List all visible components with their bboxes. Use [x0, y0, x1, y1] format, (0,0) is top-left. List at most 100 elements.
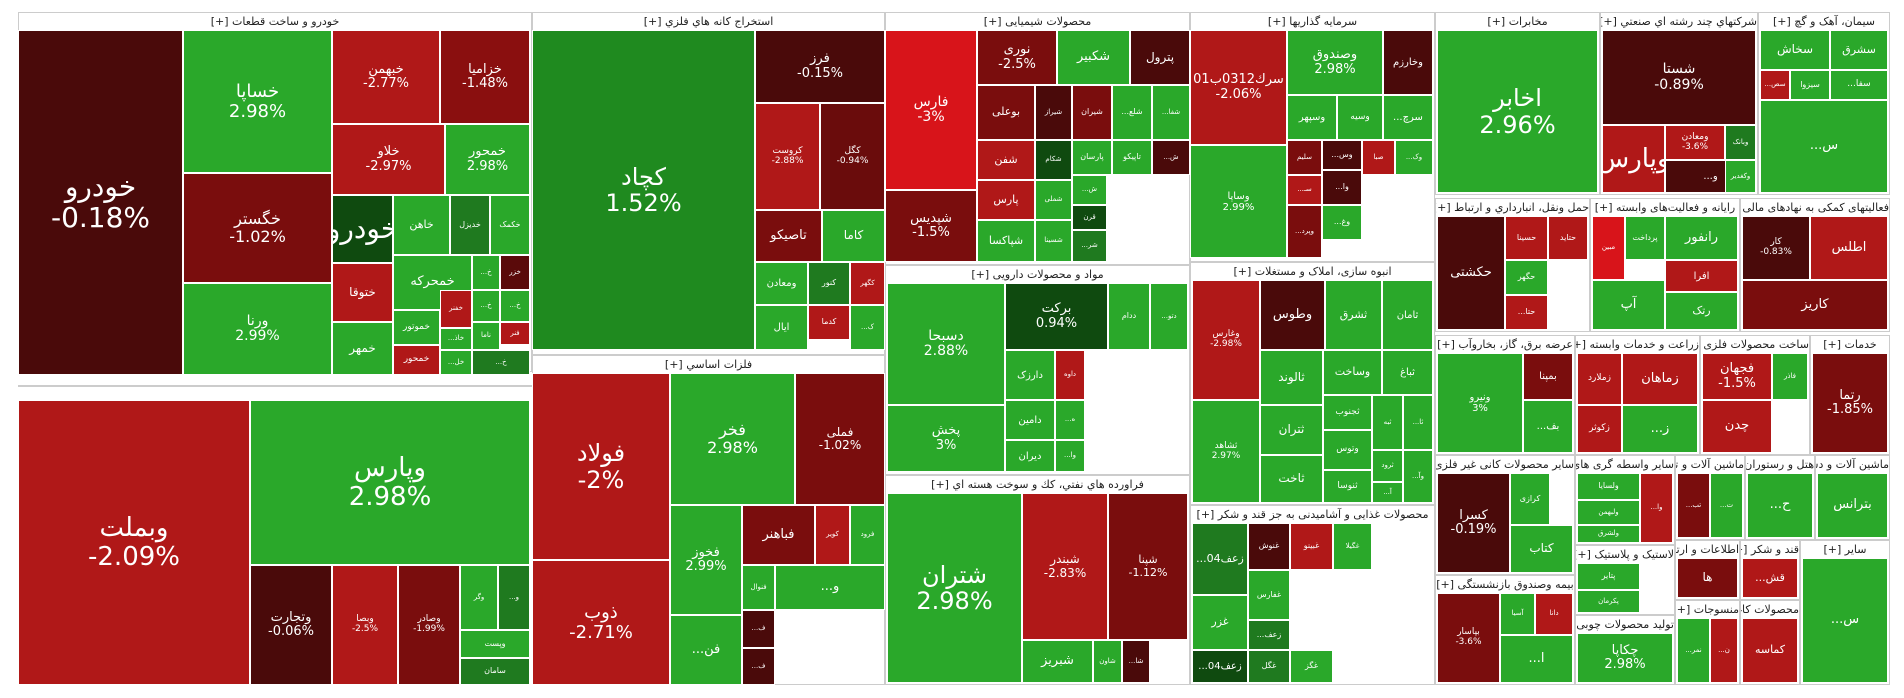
sector-header[interactable]: عرضه برق، گاز، بخاروآب [+] — [1436, 336, 1574, 354]
treemap-tile[interactable]: ه... — [1055, 400, 1085, 440]
treemap-tile[interactable]: سـ... — [1287, 175, 1322, 205]
treemap-tile[interactable]: وساپا 2.99% — [1190, 145, 1287, 258]
treemap-tile[interactable]: بمپنا — [1523, 353, 1573, 400]
sector-header[interactable]: رایانه و فعالیت‌های وابسته [+] — [1591, 199, 1739, 217]
treemap-tile[interactable]: فخوز 2.99% — [670, 505, 742, 615]
treemap-tile[interactable]: اطلس — [1810, 216, 1888, 280]
treemap-tile[interactable]: خ... — [472, 255, 500, 290]
treemap-tile[interactable]: وبملت -2.09% — [18, 400, 250, 685]
treemap-tile[interactable]: وسپهر — [1287, 95, 1337, 140]
treemap-tile[interactable]: پترول — [1130, 30, 1190, 85]
treemap-tile[interactable]: آپ — [1592, 280, 1665, 330]
sector-header[interactable]: سایر محصولات کانی غیر فلزی [+] — [1436, 456, 1574, 474]
treemap-tile[interactable]: وس... — [1322, 140, 1362, 170]
treemap-tile[interactable]: شا... — [1122, 640, 1150, 683]
sector-header[interactable]: اطلاعات و ارتباطات [+] — [1676, 541, 1739, 559]
treemap-tile[interactable]: و... — [498, 565, 530, 630]
treemap-tile[interactable]: ثتران — [1260, 405, 1323, 455]
treemap-tile[interactable]: فاذر — [1772, 353, 1808, 400]
treemap-tile[interactable]: سیزوا — [1790, 70, 1830, 100]
treemap-tile[interactable]: شپدیس -1.5% — [885, 190, 977, 262]
sector-header[interactable]: فلزات اساسي [+] — [533, 356, 884, 374]
treemap-tile[interactable]: وکغدیر — [1725, 160, 1756, 193]
treemap-tile[interactable]: آ... — [1372, 482, 1403, 503]
treemap-tile[interactable]: خگستر -1.02% — [183, 173, 332, 283]
treemap-tile[interactable]: خزامیا -1.48% — [440, 30, 530, 124]
sector-header[interactable]: محصولات کاغذی [+] — [1741, 601, 1799, 619]
treemap-tile[interactable]: و... — [775, 565, 885, 610]
treemap-tile[interactable]: خمحرکه — [393, 255, 472, 310]
treemap-tile[interactable]: وا... — [1322, 170, 1362, 205]
sector-header[interactable]: قند و شکر [+] — [1741, 541, 1799, 559]
treemap-tile[interactable]: وبصا -2.5% — [332, 565, 398, 685]
treemap-tile[interactable]: نمر... — [1677, 618, 1710, 683]
treemap-tile[interactable]: حتا... — [1505, 295, 1548, 330]
treemap-tile[interactable]: غگل — [1248, 650, 1290, 683]
treemap-tile[interactable]: فارس -3% — [885, 30, 977, 190]
treemap-tile[interactable]: وپارس 2.98% — [250, 400, 530, 565]
treemap-tile[interactable]: کچاد 1.52% — [532, 30, 755, 350]
treemap-tile[interactable]: دتو... — [1150, 283, 1188, 350]
treemap-tile[interactable]: وتجارت -0.06% — [250, 565, 332, 685]
treemap-tile[interactable]: کرازی — [1510, 473, 1550, 525]
treemap-tile[interactable]: بف... — [1523, 400, 1573, 453]
treemap-tile[interactable]: خاهن — [393, 195, 450, 255]
treemap-tile[interactable]: افرا — [1665, 260, 1738, 292]
treemap-tile[interactable]: رتما -1.85% — [1812, 353, 1888, 453]
sector-header[interactable]: بیمه وصندوق بازنشستگی [+] — [1436, 576, 1574, 594]
treemap-tile[interactable]: مبین — [1592, 216, 1625, 280]
treemap-tile[interactable]: کنور — [808, 262, 850, 305]
treemap-tile[interactable]: شکام — [1035, 140, 1072, 180]
treemap-tile[interactable]: ثا... — [1403, 395, 1433, 450]
treemap-tile[interactable]: بوعلی — [977, 85, 1035, 140]
treemap-tile[interactable]: برکت 0.94% — [1005, 283, 1108, 350]
treemap-tile[interactable]: دسبحا 2.88% — [887, 283, 1005, 405]
treemap-tile[interactable]: خاذ... — [440, 328, 472, 350]
treemap-tile[interactable]: ولشرق — [1577, 525, 1640, 543]
treemap-tile[interactable]: وا... — [1055, 440, 1085, 472]
sector-header[interactable]: منسوجات [+] — [1676, 601, 1739, 619]
sector-header[interactable]: ماشین آلات و دستگاه‌های برقی [+] — [1816, 456, 1889, 474]
treemap-tile[interactable]: تب... — [1677, 473, 1710, 538]
treemap-tile[interactable]: غفارس — [1248, 570, 1290, 620]
treemap-tile[interactable]: شاون — [1093, 640, 1122, 683]
sector-header[interactable]: شرکتهاي چند رشته اي صنعتي [+] — [1601, 13, 1757, 31]
treemap-tile[interactable]: حگهر — [1505, 260, 1548, 295]
treemap-tile[interactable]: ثامان — [1382, 280, 1433, 350]
treemap-tile[interactable]: وا... — [1640, 473, 1673, 543]
treemap-tile[interactable]: فملی -1.02% — [795, 373, 885, 505]
treemap-tile[interactable]: کاریز — [1742, 280, 1888, 330]
treemap-tile[interactable]: فن... — [670, 615, 742, 685]
treemap-tile[interactable]: پخش 3% — [887, 405, 1005, 472]
treemap-tile[interactable]: کتاب — [1510, 525, 1573, 573]
treemap-tile[interactable]: ذوب -2.71% — [532, 560, 670, 685]
treemap-tile[interactable]: کروست -2.88% — [755, 103, 820, 210]
treemap-tile[interactable]: سرك0312ب01 -2.06% — [1190, 30, 1287, 145]
treemap-tile[interactable]: فخر 2.98% — [670, 373, 795, 505]
treemap-tile[interactable]: ونیرو 3% — [1437, 353, 1523, 453]
treemap-tile[interactable]: ثنوسا — [1323, 470, 1372, 503]
treemap-tile[interactable]: ورنا 2.99% — [183, 283, 332, 375]
treemap-tile[interactable]: خلاو -2.97% — [332, 124, 445, 195]
treemap-tile[interactable]: خکمک — [490, 195, 530, 255]
treemap-tile[interactable]: خموتور — [393, 310, 440, 345]
treemap-tile[interactable]: سرچ... — [1383, 95, 1433, 140]
treemap-tile[interactable]: ثباغ — [1382, 350, 1433, 395]
treemap-tile[interactable]: داوه — [1055, 350, 1085, 400]
sector-header[interactable]: ماشین آلات و تجهیزات [+] — [1676, 456, 1744, 474]
sector-header[interactable]: فعالیتهای کمکی به نهادهای مالی [+] — [1741, 199, 1889, 217]
treemap-tile[interactable]: ا... — [1500, 635, 1573, 683]
treemap-tile[interactable]: خودرو — [332, 195, 393, 263]
treemap-tile[interactable]: پتایر — [1577, 563, 1640, 590]
treemap-tile[interactable]: ومعادن — [755, 262, 808, 305]
treemap-tile[interactable]: خمهر — [332, 322, 393, 375]
treemap-tile[interactable]: شبریز — [1022, 640, 1093, 683]
treemap-tile[interactable]: وپست — [460, 630, 530, 658]
sector-header[interactable]: سایر واسطه گری های مالی [+] — [1576, 456, 1674, 474]
treemap-tile[interactable]: سشرق — [1830, 30, 1888, 70]
treemap-tile[interactable]: خمحور — [393, 345, 440, 375]
treemap-tile[interactable]: ز... — [1622, 405, 1698, 453]
sector-header[interactable]: مواد و محصولات دارویی [+] — [886, 266, 1189, 284]
treemap-tile[interactable]: خ... — [500, 290, 530, 322]
treemap-tile[interactable]: شکبیر — [1057, 30, 1130, 85]
